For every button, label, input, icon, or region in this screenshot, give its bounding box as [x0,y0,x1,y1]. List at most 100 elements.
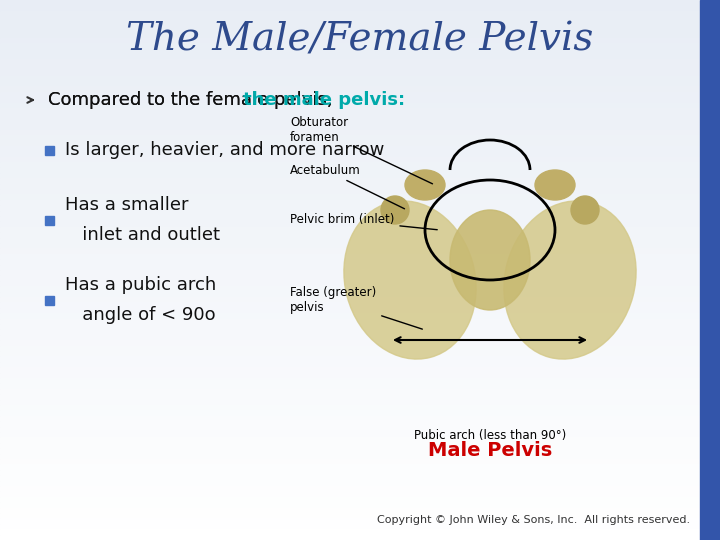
Bar [0,497,720,502]
Bar [0,362,720,367]
Bar [0,151,720,157]
Bar [0,265,720,270]
Text: Male Pelvis: Male Pelvis [428,441,552,460]
Bar [0,275,720,281]
Bar [0,216,720,221]
Bar [0,0,720,5]
Bar [0,232,720,238]
Bar [0,162,720,167]
Bar [0,481,720,486]
Ellipse shape [535,170,575,200]
Bar [0,5,720,11]
Bar [0,59,720,65]
Bar [0,227,720,232]
Bar [0,281,720,286]
Text: False (greater)
pelvis: False (greater) pelvis [290,286,423,329]
Ellipse shape [344,201,476,359]
Bar [0,119,720,124]
Bar [0,38,720,43]
Text: Compared to the female pelvis,: Compared to the female pelvis, [48,91,338,109]
Bar [0,335,720,340]
Bar [0,416,720,421]
Bar [0,200,720,205]
Bar [0,351,720,356]
Bar [0,189,720,194]
Bar [0,65,720,70]
Bar [0,167,720,173]
Bar [0,270,720,275]
Text: The Male/Female Pelvis: The Male/Female Pelvis [126,22,594,58]
Bar [0,464,720,470]
Bar [0,254,720,259]
Bar [0,378,720,383]
Bar [0,130,720,135]
Bar [45,296,54,305]
Bar [285,80,690,455]
Text: Has a pubic arch
   angle of < 90o: Has a pubic arch angle of < 90o [65,276,216,323]
Bar [0,103,720,108]
Bar [0,43,720,49]
Bar [0,513,720,518]
Bar [0,178,720,184]
Bar [0,22,720,27]
Bar [0,302,720,308]
Bar [0,157,720,162]
Bar [0,389,720,394]
Bar [0,173,720,178]
Bar [0,329,720,335]
Text: the male pelvis:: the male pelvis: [243,91,405,109]
Bar [0,319,720,324]
Bar [0,410,720,416]
Bar [0,524,720,529]
Bar [0,470,720,475]
Text: Pubic arch (less than 90°): Pubic arch (less than 90°) [414,429,566,442]
Bar [0,437,720,443]
Bar [0,146,720,151]
Bar [0,373,720,378]
Bar [0,238,720,243]
Bar [0,248,720,254]
Bar [0,427,720,432]
Bar [0,243,720,248]
Bar [0,448,720,454]
Bar [0,184,720,189]
Bar [0,221,720,227]
Bar [0,400,720,405]
Bar [0,459,720,464]
Bar [0,49,720,54]
Bar [0,508,720,513]
Bar [0,76,720,81]
Bar [0,113,720,119]
Bar [0,140,720,146]
Bar [0,54,720,59]
Bar [0,518,720,524]
Bar [0,443,720,448]
Bar [0,308,720,313]
Text: Acetabulum: Acetabulum [290,164,405,209]
Ellipse shape [450,210,530,310]
Bar [0,81,720,86]
Text: Is larger, heavier, and more narrow: Is larger, heavier, and more narrow [65,141,384,159]
Bar [0,292,720,297]
Bar [0,486,720,491]
Bar [0,286,720,292]
Bar [0,11,720,16]
Bar [0,535,720,540]
Bar [0,205,720,211]
Bar [0,27,720,32]
Bar [0,475,720,481]
Text: Pelvic brim (inlet): Pelvic brim (inlet) [290,213,437,230]
Bar [0,383,720,389]
Bar [0,454,720,459]
Bar [45,216,54,225]
Bar [0,97,720,103]
Bar [0,529,720,535]
Bar [0,324,720,329]
Bar [0,313,720,319]
Bar [0,421,720,427]
Bar [0,356,720,362]
Bar [0,124,720,130]
Text: Has a smaller
   inlet and outlet: Has a smaller inlet and outlet [65,197,220,244]
Ellipse shape [405,170,445,200]
Bar [0,32,720,38]
